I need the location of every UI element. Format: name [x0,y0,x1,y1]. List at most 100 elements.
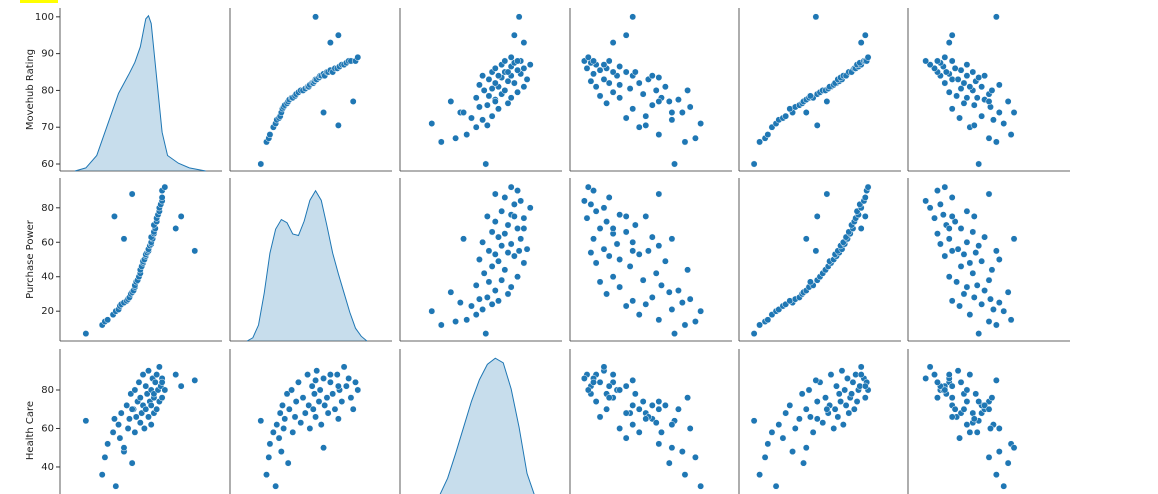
scatter-point [861,394,869,402]
scatter-point [479,238,487,246]
scatter-point [510,79,518,87]
scatter-point [326,371,334,379]
scatter-point [515,13,523,21]
scatter-point [104,316,112,324]
scatter-point [674,287,682,294]
scatter-point [354,386,362,394]
scatter-point [616,283,624,291]
scatter-point [128,190,136,198]
scatter-point [970,415,978,423]
scatter-point [652,86,660,94]
scatter-point [485,92,493,100]
scatter-point [960,405,968,413]
scatter-point [981,287,989,294]
scatter-point [795,415,803,423]
scatter-point [592,207,600,215]
scatter-point [596,66,604,74]
scatter-point [520,64,528,72]
scatter-point [981,233,989,241]
scatter-point [642,112,650,120]
scatter-point [995,81,1003,89]
scatter-point [934,378,941,386]
scatter-point [483,101,491,109]
scatter-point [805,386,813,394]
scatter-point [941,79,949,87]
scatter-point [626,85,634,93]
scatter-point [1010,109,1018,116]
scatter-point [973,428,981,436]
scatter-point [802,235,810,243]
scatter-point [985,190,993,198]
scatter-point [674,405,682,413]
scatter-point [629,13,637,21]
scatter-point [975,330,983,338]
scatter-point [671,160,678,168]
scatter-point [622,68,630,76]
scatter-point [191,247,199,255]
scatter-point [498,207,506,215]
scatter-point [488,112,496,120]
scatter-point [655,131,663,139]
scatter-point [583,214,591,222]
scatter-point [655,405,663,413]
scatter-point [973,281,981,289]
scatter-point [978,112,986,120]
scatter-point [111,415,118,423]
scatter-point [969,68,977,76]
scatter-point [520,83,528,91]
scatter-point [616,386,624,394]
scatter-point [768,428,776,436]
scatter-point [124,425,132,432]
scatter-point [101,453,109,461]
scatter-point [609,68,617,76]
y-tick-label: 60 [41,159,54,170]
scatter-point [837,398,845,405]
scatter-point [761,453,769,461]
scatter-point [517,197,525,205]
y-tick-label: 60 [41,237,54,248]
scatter-point [963,207,971,215]
scatter-point [587,77,595,85]
scatter-point [580,197,588,205]
scatter-point [953,278,961,286]
scatter-point [629,238,637,246]
scatter-point [145,413,152,421]
scatter-point [596,413,604,421]
scatter-point [504,68,512,76]
scatter-point [841,386,849,394]
scatter-point [756,138,764,146]
scatter-point [992,321,1000,329]
scatter-point [452,318,460,325]
scatter-point [468,114,475,122]
scatter-point [483,121,491,129]
scatter-point [970,293,978,301]
scatter-point [120,444,128,452]
scatter-point [945,371,953,379]
scatter-point [995,299,1003,307]
scatter-point [310,390,318,398]
scatter-point [265,453,273,461]
scatter-point [963,61,971,69]
scatter-point [684,266,692,274]
scatter-point [945,88,953,96]
scatter-point [639,398,647,405]
scatter-point [172,225,180,232]
scatter-point [463,316,471,324]
scatter-point [945,225,953,232]
scatter-point [498,276,506,284]
scatter-point [951,405,959,413]
scatter-point [798,390,806,398]
scatter-point [813,121,821,129]
scatter-point [684,86,692,94]
scatter-point [600,61,608,69]
scatter-point [142,405,150,413]
scatter-point [153,371,161,379]
scatter-point [507,94,515,102]
scatter-point [957,378,965,386]
scatter-point [951,218,959,226]
scatter-point [501,194,509,201]
scatter-point [600,204,608,212]
scatter-point [956,302,963,310]
scatter-point [960,99,968,107]
scatter-point [269,428,277,436]
